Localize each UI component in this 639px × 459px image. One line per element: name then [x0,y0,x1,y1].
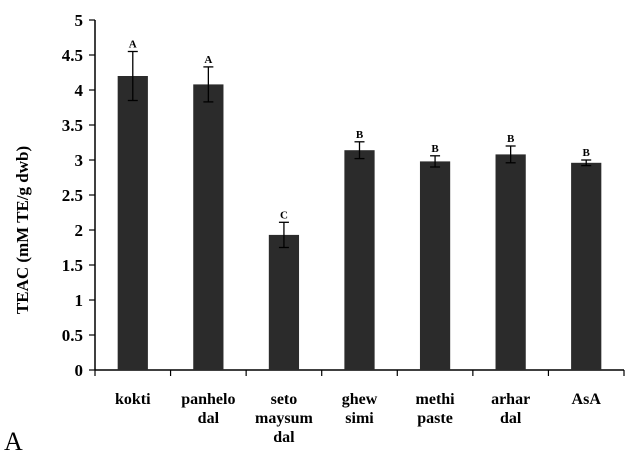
bar [193,84,224,371]
y-tick-label: 1.5 [62,256,83,275]
y-tick-label: 1 [75,291,84,310]
category-label-line: ghew [342,391,378,408]
category-label-line: seto [271,391,298,408]
significance-label: B [356,129,364,141]
y-tick-label: 0.5 [62,326,83,345]
significance-label: A [204,54,212,66]
category-label-line: methi [416,391,456,408]
category-labels: kokti panhelo dal seto maysum dal ghew simi meth… [115,391,601,446]
y-tick-label: 2 [75,221,84,240]
y-tick-label: 4.5 [62,46,83,65]
category-label-line: dal [500,410,522,427]
category-label: panhelo dal [181,391,235,427]
axes [89,19,625,376]
significance-label: C [280,209,288,221]
significance-label: B [507,133,515,145]
category-label: seto maysum dal [255,391,313,446]
category-label-line: AsA [572,391,602,408]
category-label: methi paste [416,391,456,427]
bar [117,76,148,370]
y-tick-labels: 0 0.5 1 1.5 2 2.5 3 3.5 4 4.5 5 [62,11,84,380]
category-label-line: simi [345,410,374,427]
significance-label: B [431,143,439,155]
y-axis-title: TEAC (mM TE/g dwb) [13,146,32,314]
bar [344,150,375,370]
category-label-line: arhar [491,391,530,408]
significance-labels: A A C B B B B [129,39,591,222]
significance-label: A [129,39,137,51]
category-label-line: maysum [255,410,313,427]
category-label: arhar dal [491,391,530,427]
bars [117,76,602,371]
y-tick-label: 3.5 [62,116,83,135]
category-label: AsA [572,391,602,408]
y-tick-label: 0 [75,361,84,380]
bar [571,162,602,370]
error-bars [127,50,592,249]
bar [268,234,300,370]
category-label-line: dal [198,410,220,427]
y-tick-label: 4 [75,81,84,100]
y-tick-label: 5 [75,11,84,30]
category-label-line: kokti [115,391,151,408]
category-label-line: panhelo [181,391,235,408]
significance-label: B [583,147,591,159]
bar [419,161,451,370]
category-label: kokti [115,391,151,408]
panel-label: A [4,427,23,456]
y-tick-label: 2.5 [62,186,83,205]
category-label-line: dal [273,429,295,446]
y-tick-label: 3 [75,151,84,170]
category-label: ghew simi [342,391,378,427]
category-label-line: paste [417,410,453,427]
bar [495,154,526,370]
